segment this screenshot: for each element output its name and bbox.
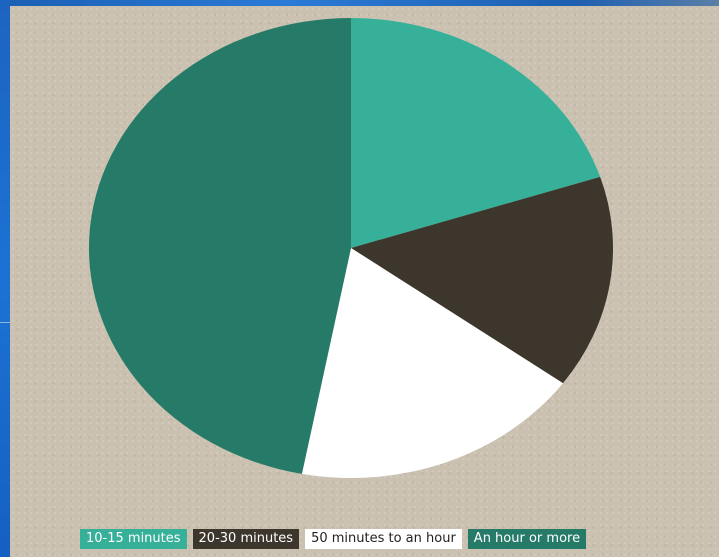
legend-item-2: 20-30 minutes [192,529,300,549]
pie-slice-2 [351,176,614,384]
desktop-divider [0,322,10,323]
chart-legend: 10-15 minutes 20-30 minutes 50 minutes to … [80,529,587,549]
pie-slice-4 [88,18,351,474]
pie-chart [88,18,614,479]
pie-slice-3 [301,248,563,479]
desktop-top-strip [0,0,719,6]
legend-item-4: An hour or more [467,529,587,549]
pie-slice-1 [351,18,601,248]
legend-item-3: 50 minutes to an hour [305,529,462,549]
legend-item-1: 10-15 minutes [80,529,187,549]
desktop-left-strip [0,0,10,557]
chart-panel: 10-15 minutes 20-30 minutes 50 minutes to … [10,6,719,557]
